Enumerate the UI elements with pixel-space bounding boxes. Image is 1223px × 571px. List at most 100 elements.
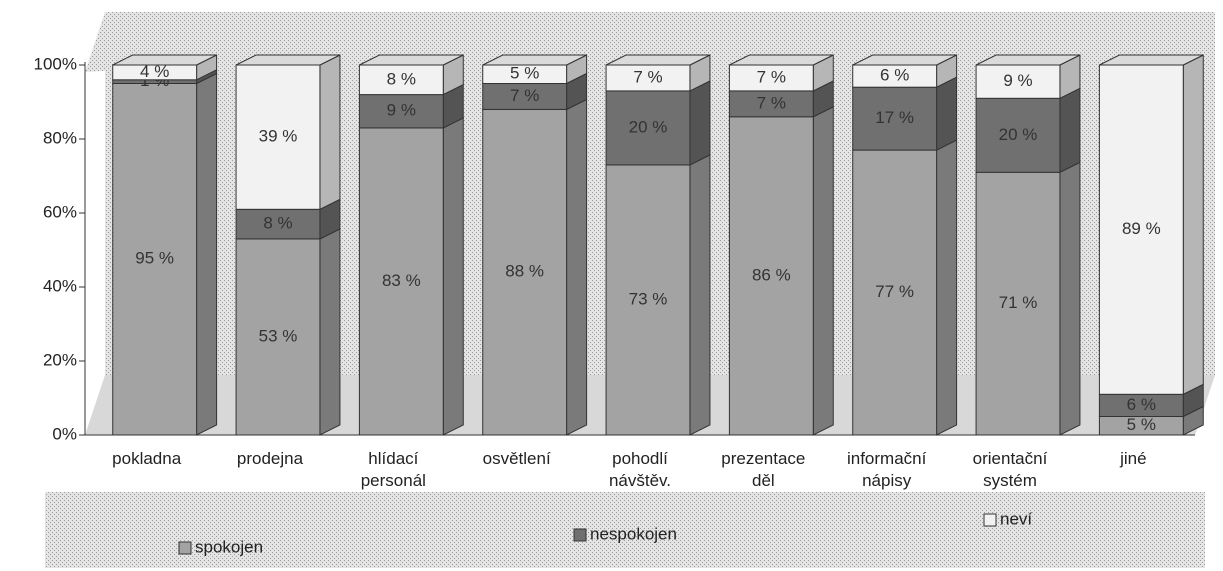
data-label: 8 %	[263, 214, 292, 233]
data-label: 53 %	[259, 326, 298, 345]
data-label: 6 %	[1127, 395, 1156, 414]
data-label: 9 %	[387, 101, 416, 120]
data-label: 83 %	[382, 271, 421, 290]
bar-segment	[235, 64, 321, 210]
x-tick-label-line: orientační	[973, 449, 1048, 468]
x-tick-label-line: hlídací	[368, 449, 418, 468]
data-label: 7 %	[757, 93, 786, 112]
y-tick-label: 80%	[43, 128, 77, 147]
x-tick-label-line: systém	[983, 471, 1037, 490]
legend-swatch	[983, 513, 997, 527]
y-tick-label: 40%	[43, 276, 77, 295]
data-label: 7 %	[633, 67, 662, 86]
bar-side	[1059, 161, 1081, 436]
data-label: 7 %	[510, 86, 539, 105]
data-label: 77 %	[875, 282, 914, 301]
bar-side	[936, 139, 958, 436]
bar-side	[689, 80, 711, 166]
data-label: 6 %	[880, 66, 909, 85]
x-tick-label-line: prezentace	[721, 449, 805, 468]
data-label: 17 %	[875, 108, 914, 127]
x-tick-label: hlídací personál	[361, 449, 426, 490]
legend-box	[45, 492, 1205, 568]
x-tick-label: pokladna	[112, 449, 182, 468]
bar-top	[729, 54, 834, 66]
x-tick-label-line: nápisy	[862, 471, 912, 490]
legend-label: nespokojen	[590, 524, 677, 543]
legend-label: neví	[1000, 509, 1032, 528]
data-label: 39 %	[259, 127, 298, 146]
data-label: 4 %	[140, 62, 169, 81]
bar-side	[812, 105, 834, 436]
x-tick-label-line: prodejna	[237, 449, 304, 468]
x-tick-label: osvětlení	[483, 449, 551, 468]
bar-side	[196, 72, 218, 436]
bar-segment	[605, 164, 691, 436]
bar-top	[235, 54, 341, 66]
bar-segment	[975, 97, 1061, 173]
data-label: 8 %	[387, 69, 416, 88]
bar-top	[112, 54, 217, 66]
x-tick-label-line: návštěv.	[609, 471, 671, 490]
bar-segment	[1098, 64, 1184, 395]
y-tick-label: 20%	[43, 350, 77, 369]
bar-segment	[852, 86, 938, 151]
bar-segment	[235, 238, 321, 436]
bar-segment	[358, 64, 444, 96]
bar-segment	[112, 83, 198, 436]
bar-segment	[235, 208, 321, 240]
bar-segment	[482, 108, 568, 436]
data-label: 20 %	[629, 117, 668, 136]
x-tick-label: orientační systém	[973, 449, 1048, 490]
data-label: 89 %	[1122, 219, 1161, 238]
data-label: 71 %	[999, 293, 1038, 312]
bar-top	[975, 54, 1081, 66]
x-tick-label: informační nápisy	[847, 449, 927, 490]
x-tick-label: jiné	[1119, 449, 1146, 468]
bar-top	[605, 54, 711, 66]
y-tick-label: 60%	[43, 202, 77, 221]
x-tick-label: prezentace děl	[721, 449, 805, 490]
bar-segment	[728, 64, 814, 92]
x-tick-label-line: informační	[847, 449, 927, 468]
legend-swatch	[178, 541, 192, 555]
x-tick-label-line: jiné	[1119, 449, 1146, 468]
bar-top	[852, 54, 957, 66]
legend-swatch	[573, 528, 587, 542]
data-label: 7 %	[757, 67, 786, 86]
bar-side	[319, 54, 341, 211]
bar-side	[1182, 54, 1204, 396]
data-label: 95 %	[135, 249, 174, 268]
bar-segment	[605, 90, 691, 166]
bar-top	[359, 54, 464, 66]
data-label: 9 %	[1003, 71, 1032, 90]
data-label: 20 %	[999, 125, 1038, 144]
bar-segment	[852, 149, 938, 436]
bar-top	[1099, 54, 1204, 66]
bar-side	[319, 228, 341, 436]
bar-side	[566, 98, 588, 436]
data-label: 88 %	[505, 262, 544, 281]
x-tick-label: prodejna	[237, 449, 304, 468]
data-label: 73 %	[629, 289, 668, 308]
data-label: 86 %	[752, 265, 791, 284]
bar-side	[936, 76, 958, 151]
bar-segment	[358, 94, 444, 129]
bar-segment	[975, 171, 1061, 436]
data-label: 5 %	[510, 64, 539, 83]
bar-side	[689, 154, 711, 436]
data-label: 5 %	[1127, 415, 1156, 434]
x-tick-label-line: pohodlí	[612, 449, 668, 468]
x-tick-label-line: personál	[361, 471, 426, 490]
legend-label: spokojen	[195, 537, 263, 556]
bar-segment	[728, 116, 814, 436]
bar-side	[1059, 87, 1081, 174]
x-tick-label-line: děl	[752, 471, 775, 490]
bar-segment	[358, 127, 444, 436]
x-tick-label-line: pokladna	[112, 449, 182, 468]
x-tick-label-line: osvětlení	[483, 449, 551, 468]
x-tick-label: pohodlí návštěv.	[609, 449, 671, 490]
bar-side	[442, 117, 464, 436]
y-tick-label: 0%	[52, 424, 77, 443]
